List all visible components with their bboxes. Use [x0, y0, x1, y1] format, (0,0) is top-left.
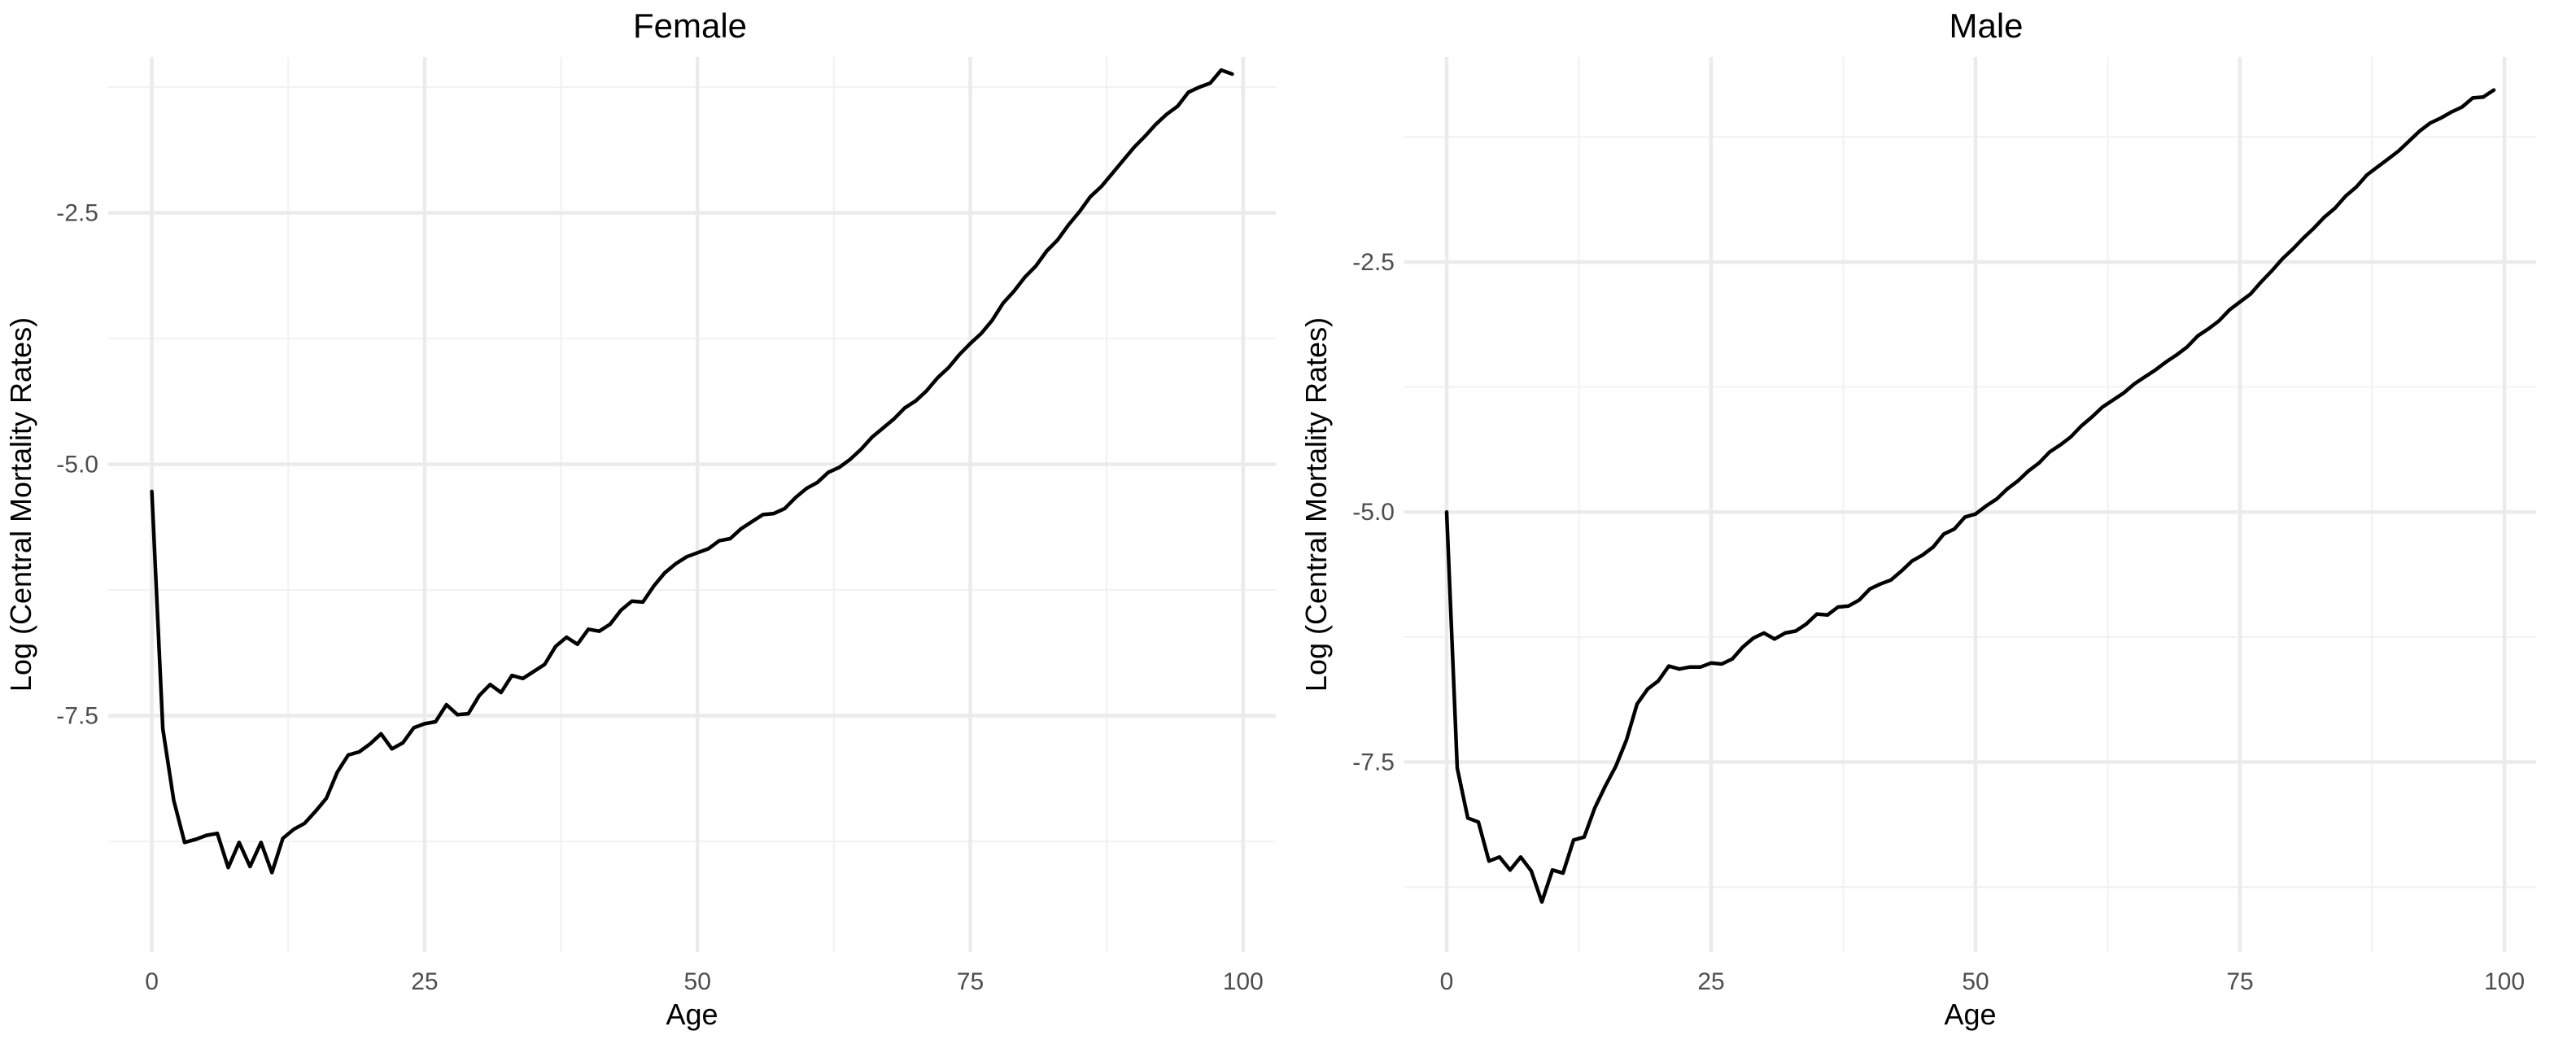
female-grid: [108, 57, 1276, 952]
male-x-tick-label: 75: [2226, 968, 2253, 995]
male-x-ticks: 0 25 50 75 100: [1440, 968, 2525, 995]
female-y-axis-label: Log (Central Mortality Rates): [4, 317, 37, 692]
male-y-tick-label: -5.0: [1352, 499, 1395, 526]
female-x-tick-label: 50: [684, 968, 711, 995]
male-line-layer: [1444, 88, 2496, 904]
panel-male: Male 0 25 50 75 100 -7.5 -5.0 -2.5 Age Log (Ce…: [1299, 7, 2536, 1031]
female-x-tick-label: 25: [411, 968, 438, 995]
panel-female: Female 0 25 50 75 100 -7.5 -5.0 -2.5 Age Log (…: [4, 7, 1276, 1031]
female-mortality-line: [150, 68, 1234, 875]
male-mortality-line: [1444, 88, 2496, 904]
female-y-tick-label: -5.0: [56, 452, 98, 478]
female-y-ticks: -7.5 -5.0 -2.5: [56, 200, 98, 730]
female-x-axis-label: Age: [666, 998, 718, 1031]
female-x-ticks: 0 25 50 75 100: [145, 968, 1263, 995]
male-grid: [1404, 57, 2536, 952]
male-y-tick-label: -2.5: [1352, 249, 1395, 276]
male-x-tick-label: 50: [1962, 968, 1989, 995]
male-x-tick-label: 100: [2484, 968, 2525, 995]
male-title: Male: [1949, 7, 2023, 45]
female-y-tick-label: -2.5: [56, 200, 98, 227]
female-y-tick-label: -7.5: [56, 703, 98, 730]
female-x-tick-label: 0: [145, 968, 159, 995]
female-x-tick-label: 100: [1223, 968, 1264, 995]
male-x-tick-label: 0: [1440, 968, 1454, 995]
female-x-tick-label: 75: [957, 968, 984, 995]
male-x-axis-label: Age: [1944, 998, 1996, 1031]
male-y-axis-label: Log (Central Mortality Rates): [1299, 317, 1333, 692]
female-title: Female: [633, 7, 747, 45]
male-x-tick-label: 25: [1697, 968, 1724, 995]
male-y-ticks: -7.5 -5.0 -2.5: [1352, 249, 1395, 776]
female-line-layer: [150, 68, 1234, 875]
male-y-tick-label: -7.5: [1352, 749, 1395, 775]
